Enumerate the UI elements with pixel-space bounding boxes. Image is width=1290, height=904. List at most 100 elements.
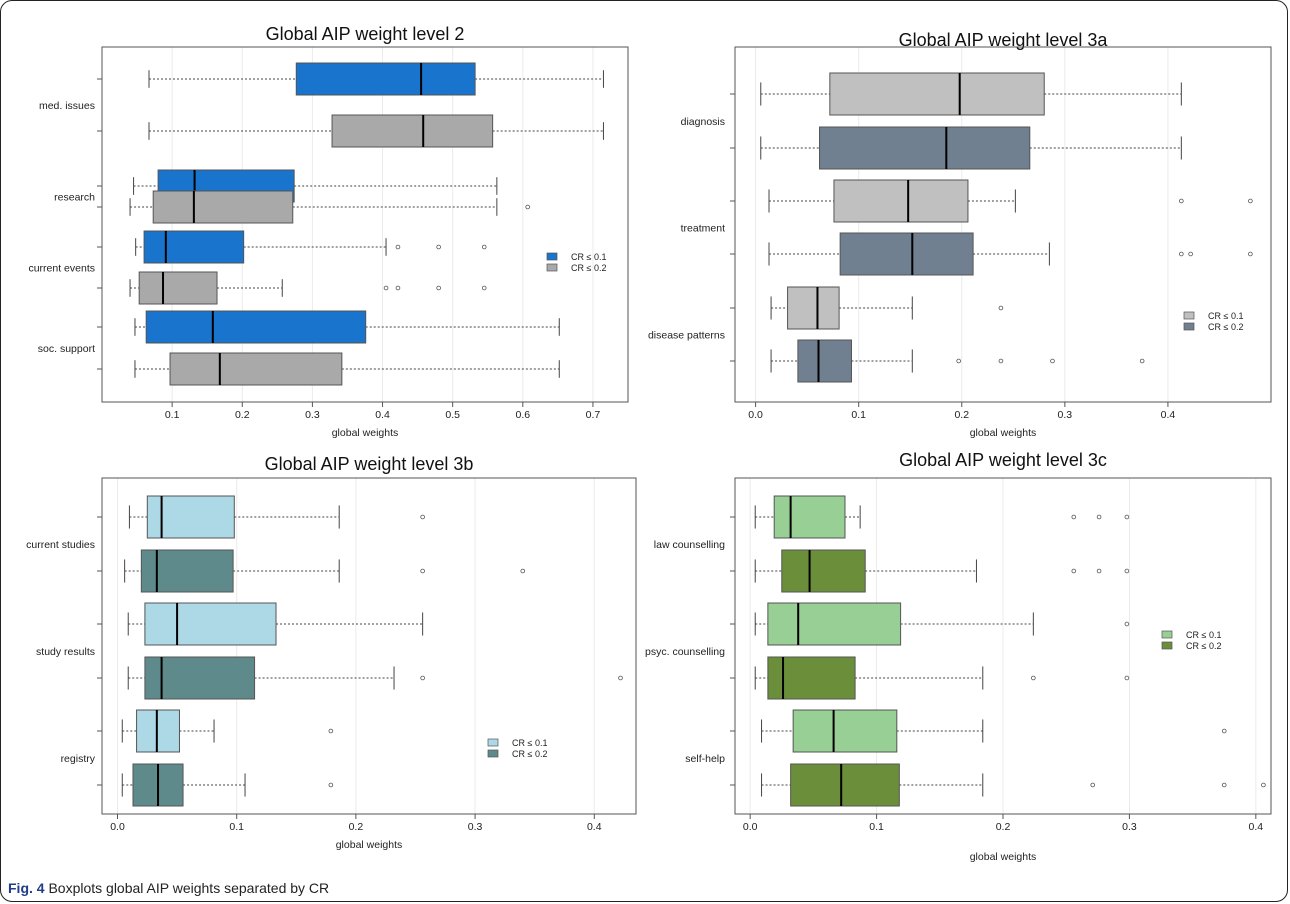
box-law-counselling-cr-01 bbox=[754, 495, 1130, 539]
category-label-study-results: study results bbox=[36, 646, 95, 658]
outlier-point bbox=[481, 285, 487, 291]
iqr-box bbox=[790, 763, 900, 807]
x-tick-label: 0.2 bbox=[996, 821, 1011, 833]
box-current-events-cr-02 bbox=[129, 271, 487, 305]
x-tick-label: 0.1 bbox=[851, 409, 866, 421]
x-tick-label: 0.1 bbox=[869, 821, 884, 833]
outlier-point bbox=[998, 358, 1004, 364]
category-label-psyc-counselling: psyc. counselling bbox=[645, 646, 725, 658]
x-axis-label: global weights bbox=[336, 839, 403, 851]
x-axis-label: global weights bbox=[970, 851, 1037, 863]
category-label-soc-support: soc. support bbox=[38, 343, 95, 355]
x-tick-label: 0.3 bbox=[305, 409, 320, 421]
x-tick-label: 0.1 bbox=[165, 409, 180, 421]
box-treatment-cr-01 bbox=[768, 179, 1253, 223]
iqr-box bbox=[839, 232, 974, 276]
x-axis-label: global weights bbox=[332, 427, 399, 439]
plot-frame bbox=[734, 46, 1272, 403]
outlier-point bbox=[1124, 621, 1130, 627]
legend-swatch bbox=[1161, 641, 1173, 650]
iqr-box bbox=[797, 339, 852, 383]
chart-panel-3: Global AIP weight level 3b 0.0 0.1 0.2 0.3 0.… bbox=[26, 454, 637, 851]
iqr-box bbox=[792, 709, 898, 753]
box-study-results-cr-01 bbox=[127, 602, 424, 646]
legend-swatch bbox=[487, 738, 499, 747]
outlier-point bbox=[328, 728, 334, 734]
box-treatment-cr-02 bbox=[768, 232, 1253, 276]
legend-swatch bbox=[1183, 322, 1195, 331]
outlier-point bbox=[520, 568, 526, 574]
outlier-point bbox=[1221, 782, 1227, 788]
x-tick-label: 0.4 bbox=[1249, 821, 1264, 833]
outlier-point bbox=[1124, 514, 1130, 520]
box-soc-support-cr-02 bbox=[134, 352, 560, 386]
outlier-point bbox=[1139, 358, 1145, 364]
box-diagnosis-cr-02 bbox=[760, 126, 1182, 170]
category-label-research: research bbox=[54, 192, 95, 204]
x-tick-label: 0.5 bbox=[445, 409, 460, 421]
iqr-box bbox=[138, 271, 218, 305]
legend-swatch bbox=[546, 252, 558, 261]
x-tick-label: 0.0 bbox=[748, 409, 763, 421]
x-axis-label: global weights bbox=[970, 427, 1037, 439]
iqr-box bbox=[146, 495, 235, 539]
iqr-box bbox=[829, 72, 1045, 116]
iqr-box bbox=[144, 602, 277, 646]
iqr-box bbox=[781, 549, 866, 593]
iqr-box bbox=[833, 179, 969, 223]
caption-label: Fig. 4 bbox=[8, 880, 45, 896]
category-label-current-events: current events bbox=[28, 263, 95, 275]
legend-entry: CR ≤ 0.1 bbox=[512, 738, 547, 748]
box-current-studies-cr-01 bbox=[128, 495, 425, 539]
category-label-self-help: self-help bbox=[685, 753, 725, 765]
x-tick-label: 0.3 bbox=[1122, 821, 1137, 833]
x-tick-label: 0.3 bbox=[468, 821, 483, 833]
category-label-current-studies: current studies bbox=[26, 539, 95, 551]
iqr-box bbox=[145, 310, 367, 344]
outlier-point bbox=[328, 782, 334, 788]
legend-swatch bbox=[487, 749, 499, 758]
box-current-events-cr-01 bbox=[135, 230, 487, 264]
caption-text: Boxplots global AIP weights separated by… bbox=[48, 880, 330, 896]
iqr-box bbox=[331, 114, 494, 148]
x-tick-label: 0.2 bbox=[349, 821, 364, 833]
outlier-point bbox=[1096, 568, 1102, 574]
outlier-point bbox=[1221, 728, 1227, 734]
x-tick-label: 0.7 bbox=[586, 409, 601, 421]
outlier-point bbox=[420, 675, 425, 681]
outlier-point bbox=[1071, 568, 1077, 574]
outlier-point bbox=[481, 244, 487, 250]
iqr-box bbox=[819, 126, 1031, 170]
category-label-med-issues: med. issues bbox=[39, 100, 95, 112]
outlier-point bbox=[420, 568, 425, 574]
legend-swatch bbox=[1161, 630, 1173, 639]
chart-title: Global AIP weight level 3a bbox=[899, 30, 1109, 50]
box-psyc-counselling-cr-01 bbox=[754, 602, 1130, 646]
box-disease-patterns-cr-02 bbox=[770, 339, 1145, 383]
box-self-help-cr-02 bbox=[761, 763, 1266, 807]
outlier-point bbox=[1248, 198, 1253, 204]
x-tick-label: 0.4 bbox=[375, 409, 390, 421]
chart-panel-1: Global AIP weight level 2 0.1 0.2 0.3 0.4 0.5… bbox=[28, 24, 629, 439]
chart-panel-2: Global AIP weight level 3a 0.0 0.1 0.2 0.3 0.… bbox=[648, 30, 1272, 439]
outlier-point bbox=[436, 285, 441, 291]
box-self-help-cr-01 bbox=[761, 709, 1227, 753]
x-tick-label: 0.1 bbox=[229, 821, 244, 833]
iqr-box bbox=[169, 352, 343, 386]
iqr-box bbox=[143, 230, 245, 264]
legend-entry: CR ≤ 0.2 bbox=[512, 749, 547, 759]
iqr-box bbox=[767, 602, 902, 646]
legend-entry: CR ≤ 0.1 bbox=[571, 252, 606, 262]
plot-frame bbox=[101, 477, 637, 815]
legend-entry: CR ≤ 0.1 bbox=[1208, 311, 1243, 321]
x-tick-label: 0.3 bbox=[1058, 409, 1073, 421]
chart-title: Global AIP weight level 2 bbox=[266, 24, 465, 44]
x-tick-label: 0.4 bbox=[587, 821, 602, 833]
outlier-point bbox=[383, 285, 389, 291]
chart-title: Global AIP weight level 3b bbox=[265, 454, 474, 474]
category-label-treatment: treatment bbox=[681, 223, 725, 235]
chart-panel-4: Global AIP weight level 3c 0.0 0.1 0.2 0.3 0.… bbox=[645, 450, 1272, 863]
category-label-registry: registry bbox=[61, 753, 96, 765]
box-med-issues-cr-02 bbox=[148, 114, 604, 148]
chart-title: Global AIP weight level 3c bbox=[899, 450, 1107, 470]
